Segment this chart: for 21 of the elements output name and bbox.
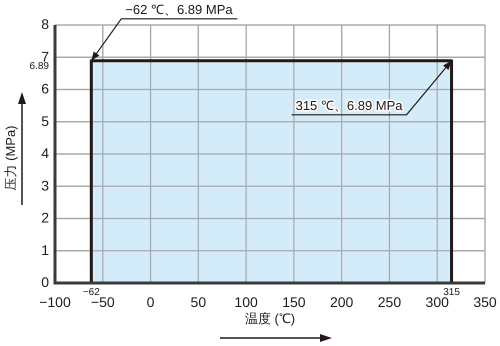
x-tick-label: 200	[330, 294, 354, 310]
x-tick-label: 150	[282, 294, 306, 310]
x-tick-label: 0	[146, 294, 155, 310]
x-tick-label: −100	[39, 294, 71, 310]
y-tick-label: 6.89	[30, 60, 50, 72]
x-tick-label: 50	[190, 294, 206, 310]
x-tick-label: 100	[234, 294, 258, 310]
y-tick-label: 8	[41, 16, 50, 32]
y-tick-label: 6	[41, 80, 50, 96]
annotation: 315 ℃、6.89 MPa	[296, 98, 403, 113]
y-tick-label: 3	[41, 177, 50, 194]
y-tick-label: 5	[41, 112, 50, 129]
x-tick-label: 350	[473, 294, 497, 310]
y-tick-label: 4	[41, 145, 50, 161]
y-axis-title: 压力 (MPa)	[3, 126, 18, 190]
x-axis-title: 温度 (℃)	[244, 311, 296, 326]
y-tick-label: 2	[41, 210, 50, 226]
annotation: −62 ℃、6.89 MPa	[125, 2, 233, 17]
y-tick-label: 1	[41, 242, 50, 258]
y-tick-label: 0	[41, 274, 50, 290]
x-tick-label: 250	[378, 294, 402, 310]
